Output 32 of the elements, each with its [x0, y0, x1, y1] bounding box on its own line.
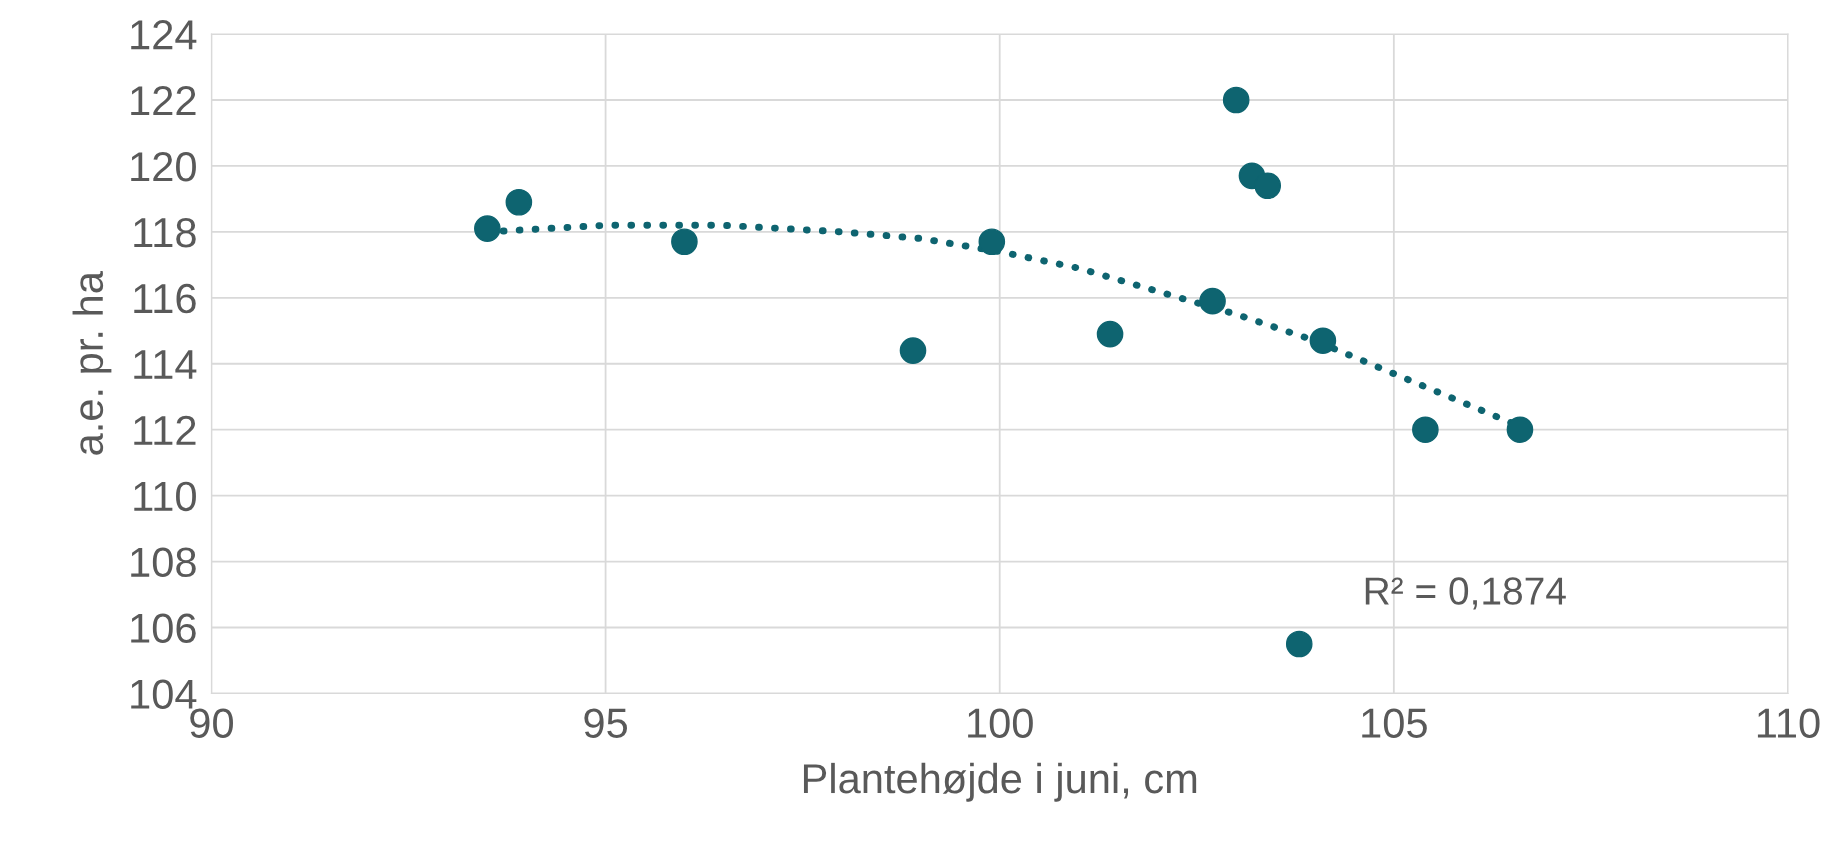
- point: [1199, 287, 1226, 315]
- y-tick-label: 112: [134, 415, 196, 445]
- point: [978, 228, 1006, 256]
- point: [899, 337, 927, 364]
- point: [1309, 327, 1337, 355]
- x-tick-label: 95: [584, 708, 628, 738]
- y-tick-label: 118: [134, 217, 196, 248]
- point: [1285, 630, 1313, 658]
- y-tick-label: 116: [134, 283, 196, 314]
- x-tick-label: 110: [1757, 708, 1820, 738]
- point: [1506, 416, 1534, 444]
- y-tick-label: 120: [131, 151, 196, 182]
- point: [1222, 86, 1250, 114]
- x-tick-label: 90: [190, 708, 233, 738]
- point: [1254, 172, 1282, 200]
- y-tick-label: 114: [134, 350, 197, 379]
- point: [671, 228, 698, 256]
- y-tick-label: 122: [131, 86, 196, 116]
- y-tick-label: 108: [131, 547, 196, 578]
- x-axis-title: Plantehøjde i juni, cm: [803, 762, 1197, 802]
- y-tick-label: 124: [131, 20, 197, 50]
- x-tick-label: 105: [1362, 708, 1427, 738]
- point: [1412, 416, 1439, 444]
- y-axis-title: a.e. pr. ha: [72, 271, 112, 455]
- y-tick-label: 110: [134, 481, 196, 512]
- y-tick-label: 104: [131, 679, 197, 709]
- x-tick-label: 100: [968, 708, 1033, 738]
- y-tick-label: 106: [131, 613, 196, 644]
- point: [474, 215, 501, 242]
- point: [1096, 320, 1124, 348]
- annotation: R² = 0,1874: [1365, 577, 1566, 610]
- point: [505, 188, 533, 216]
